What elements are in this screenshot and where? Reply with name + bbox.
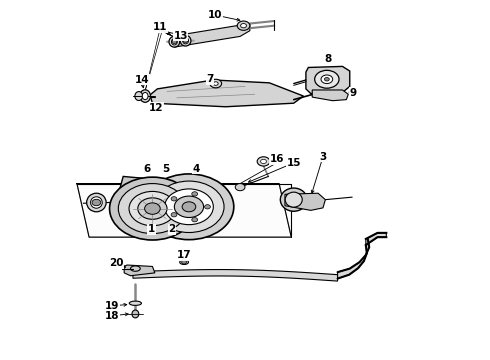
Circle shape [192,192,197,196]
Text: 11: 11 [152,22,167,32]
Polygon shape [133,270,338,281]
Circle shape [171,213,177,217]
Circle shape [210,79,221,88]
Circle shape [118,184,187,234]
Ellipse shape [91,197,102,208]
Circle shape [182,202,196,212]
Text: 12: 12 [149,103,164,113]
Text: 4: 4 [193,163,200,174]
Circle shape [213,82,218,85]
Circle shape [321,75,333,84]
Circle shape [144,174,234,240]
Text: 9: 9 [349,88,357,98]
Circle shape [129,192,176,226]
Text: 20: 20 [109,258,123,268]
Polygon shape [306,66,350,94]
Circle shape [171,197,177,201]
Polygon shape [338,239,369,279]
Ellipse shape [183,37,189,44]
Ellipse shape [142,93,148,100]
Text: 5: 5 [163,163,170,174]
Text: 1: 1 [148,224,155,234]
Text: 2: 2 [168,224,175,234]
Polygon shape [77,184,291,237]
Circle shape [110,177,196,240]
Text: 13: 13 [173,31,188,41]
Circle shape [237,21,250,30]
Circle shape [183,39,188,42]
Ellipse shape [87,193,106,212]
Text: 16: 16 [270,154,284,164]
Circle shape [174,196,203,217]
Circle shape [165,189,213,225]
Circle shape [241,23,246,28]
Polygon shape [118,176,147,233]
Circle shape [182,260,187,264]
Circle shape [145,203,160,214]
Circle shape [172,40,177,44]
Polygon shape [124,265,155,276]
Circle shape [192,217,197,222]
Text: 10: 10 [208,10,222,20]
Circle shape [257,157,270,166]
Ellipse shape [180,35,191,46]
Text: 6: 6 [143,163,150,174]
Circle shape [261,159,267,163]
Circle shape [204,204,210,209]
Circle shape [92,199,101,206]
Ellipse shape [169,36,180,47]
Ellipse shape [140,90,150,102]
Text: 18: 18 [105,311,120,321]
Polygon shape [312,90,348,101]
Circle shape [324,77,329,81]
Text: 17: 17 [177,250,192,260]
Polygon shape [285,193,325,210]
Ellipse shape [132,310,139,318]
Text: 3: 3 [319,152,326,162]
Ellipse shape [135,91,143,100]
Polygon shape [150,80,303,107]
Polygon shape [174,23,250,47]
Ellipse shape [180,260,189,265]
Ellipse shape [280,188,307,211]
Text: 8: 8 [324,54,331,64]
Circle shape [138,198,167,219]
Ellipse shape [129,301,142,305]
Circle shape [315,70,339,88]
Circle shape [154,181,224,233]
Text: 14: 14 [134,75,149,85]
Ellipse shape [285,192,302,207]
Text: 19: 19 [105,301,120,311]
Text: 7: 7 [206,74,214,84]
Text: 15: 15 [287,158,301,168]
Ellipse shape [130,266,140,271]
Ellipse shape [172,39,177,45]
Circle shape [235,184,245,191]
Polygon shape [366,233,386,245]
